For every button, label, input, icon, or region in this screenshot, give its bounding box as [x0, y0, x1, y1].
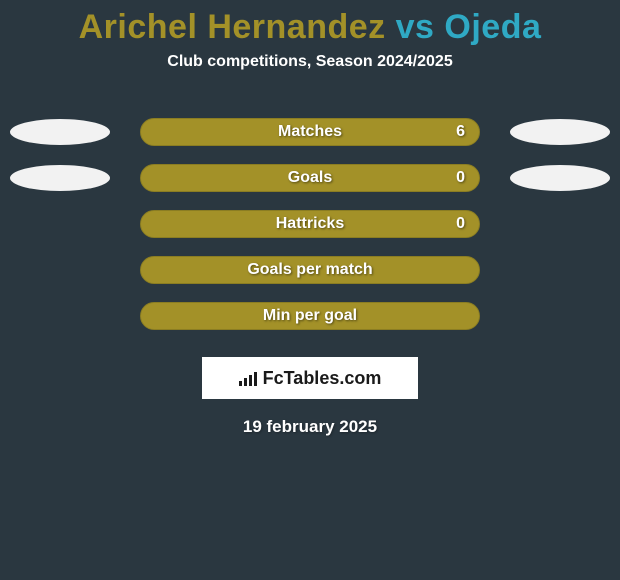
stat-row: Goals per match	[0, 247, 620, 293]
logo-text: FcTables.com	[263, 368, 382, 389]
stat-label: Hattricks	[276, 215, 344, 233]
player-a-name: Arichel Hernandez	[79, 8, 386, 46]
snapshot-date: 19 february 2025	[0, 417, 620, 437]
player-b-name: Ojeda	[444, 8, 541, 46]
comparison-title: Arichel Hernandez vs Ojeda	[0, 0, 620, 47]
stat-row: Matches 6	[0, 109, 620, 155]
stat-row: Min per goal	[0, 293, 620, 339]
stat-rows: Matches 6 Goals 0 Hattricks 0 Goals per match M…	[0, 109, 620, 339]
stat-bar: Min per goal	[140, 302, 480, 330]
player-b-marker	[510, 165, 610, 191]
player-a-marker	[10, 119, 110, 145]
stat-label: Matches	[278, 123, 342, 141]
stat-bar: Goals 0	[140, 164, 480, 192]
vs-separator: vs	[396, 8, 435, 46]
stat-bar: Hattricks 0	[140, 210, 480, 238]
stat-value: 0	[456, 215, 465, 233]
stat-bar: Goals per match	[140, 256, 480, 284]
stat-bar: Matches 6	[140, 118, 480, 146]
stat-row: Goals 0	[0, 155, 620, 201]
stat-value: 6	[456, 123, 465, 141]
stat-value: 0	[456, 169, 465, 187]
bar-chart-icon	[239, 370, 259, 386]
player-b-marker	[510, 119, 610, 145]
stat-label: Goals per match	[247, 261, 372, 279]
stat-label: Min per goal	[263, 307, 357, 325]
fctables-logo: FcTables.com	[202, 357, 418, 399]
player-a-marker	[10, 165, 110, 191]
competition-subtitle: Club competitions, Season 2024/2025	[0, 53, 620, 71]
stat-row: Hattricks 0	[0, 201, 620, 247]
stat-label: Goals	[288, 169, 332, 187]
